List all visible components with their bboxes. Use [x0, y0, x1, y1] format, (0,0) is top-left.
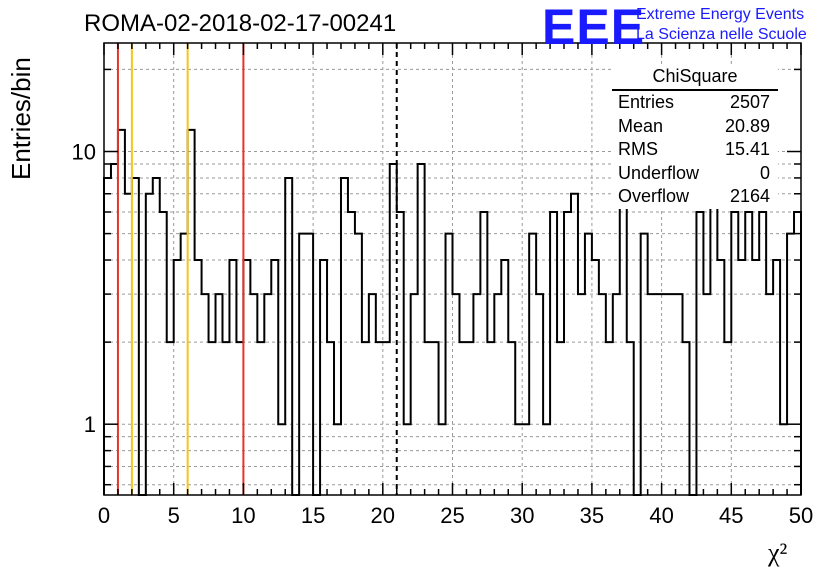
- stats-value: 20.89: [724, 115, 770, 136]
- stats-value: 15.41: [724, 139, 770, 159]
- eee-logo: EEE: [542, 0, 646, 55]
- chart-title: ROMA-02-2018-02-17-00241: [84, 10, 397, 37]
- x-tick-label: 30: [510, 503, 534, 528]
- x-axis-label: χ²: [768, 538, 788, 567]
- stats-row: Mean 20.89: [612, 115, 778, 139]
- logo-line-2: La Scienza nelle Scuole: [636, 26, 807, 43]
- stats-box: ChiSquare Entries 2507 Mean 20.89 RMS 15.41 Un…: [612, 66, 778, 209]
- stats-row: Underflow 0: [612, 162, 778, 186]
- stats-label: Underflow: [618, 162, 700, 183]
- stats-label: Overflow: [618, 186, 690, 206]
- stats-title: ChiSquare: [612, 66, 778, 91]
- stats-value: 2164: [729, 186, 770, 206]
- stats-value: 2507: [729, 92, 770, 112]
- stats-row: RMS 15.41: [612, 138, 778, 162]
- y-tick-label: 10: [72, 140, 96, 165]
- x-tick-label: 15: [301, 503, 325, 528]
- stats-row: Entries 2507: [612, 91, 778, 115]
- logo-line-1: Extreme Energy Events: [636, 6, 805, 23]
- stats-row: Overflow 2164: [612, 185, 778, 209]
- x-tick-label: 20: [371, 503, 395, 528]
- x-tick-label: 5: [168, 503, 180, 528]
- y-tick-label: 1: [84, 412, 96, 437]
- y-axis-label: Entries/bin: [6, 57, 36, 180]
- x-tick-label: 50: [789, 503, 813, 528]
- stats-value: 0: [759, 162, 770, 183]
- x-tick-label: 40: [649, 503, 673, 528]
- stats-label: Entries: [618, 92, 675, 112]
- x-tick-label: 35: [580, 503, 604, 528]
- x-tick-label: 25: [440, 503, 464, 528]
- stats-label: RMS: [618, 139, 658, 159]
- stats-label: Mean: [618, 115, 664, 136]
- x-tick-label: 45: [719, 503, 743, 528]
- x-tick-label: 0: [98, 503, 110, 528]
- x-tick-label: 10: [231, 503, 255, 528]
